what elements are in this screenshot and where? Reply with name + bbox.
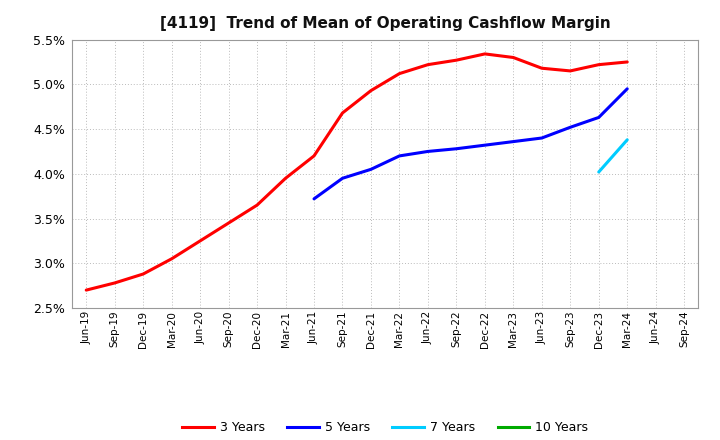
5 Years	[395, 153, 404, 158]
5 Years	[310, 196, 318, 202]
5 Years	[509, 139, 518, 144]
5 Years	[623, 86, 631, 92]
5 Years	[366, 167, 375, 172]
7 Years	[595, 169, 603, 175]
5 Years	[423, 149, 432, 154]
3 Years	[623, 59, 631, 65]
3 Years	[566, 68, 575, 73]
3 Years	[480, 51, 489, 57]
Line: 5 Years: 5 Years	[314, 89, 627, 199]
5 Years	[452, 146, 461, 151]
3 Years	[167, 256, 176, 261]
Line: 3 Years: 3 Years	[86, 54, 627, 290]
Line: 7 Years: 7 Years	[599, 140, 627, 172]
3 Years	[366, 88, 375, 93]
Legend: 3 Years, 5 Years, 7 Years, 10 Years: 3 Years, 5 Years, 7 Years, 10 Years	[177, 416, 593, 439]
3 Years	[537, 66, 546, 71]
3 Years	[595, 62, 603, 67]
5 Years	[595, 115, 603, 120]
3 Years	[139, 271, 148, 277]
7 Years	[623, 137, 631, 143]
5 Years	[338, 176, 347, 181]
3 Years	[196, 238, 204, 244]
3 Years	[253, 202, 261, 208]
3 Years	[509, 55, 518, 60]
3 Years	[82, 287, 91, 293]
3 Years	[225, 220, 233, 226]
3 Years	[395, 71, 404, 76]
3 Years	[282, 176, 290, 181]
3 Years	[110, 280, 119, 286]
3 Years	[423, 62, 432, 67]
3 Years	[310, 153, 318, 158]
5 Years	[566, 125, 575, 130]
3 Years	[338, 110, 347, 116]
5 Years	[537, 136, 546, 141]
5 Years	[480, 143, 489, 148]
Title: [4119]  Trend of Mean of Operating Cashflow Margin: [4119] Trend of Mean of Operating Cashfl…	[160, 16, 611, 32]
3 Years	[452, 58, 461, 63]
